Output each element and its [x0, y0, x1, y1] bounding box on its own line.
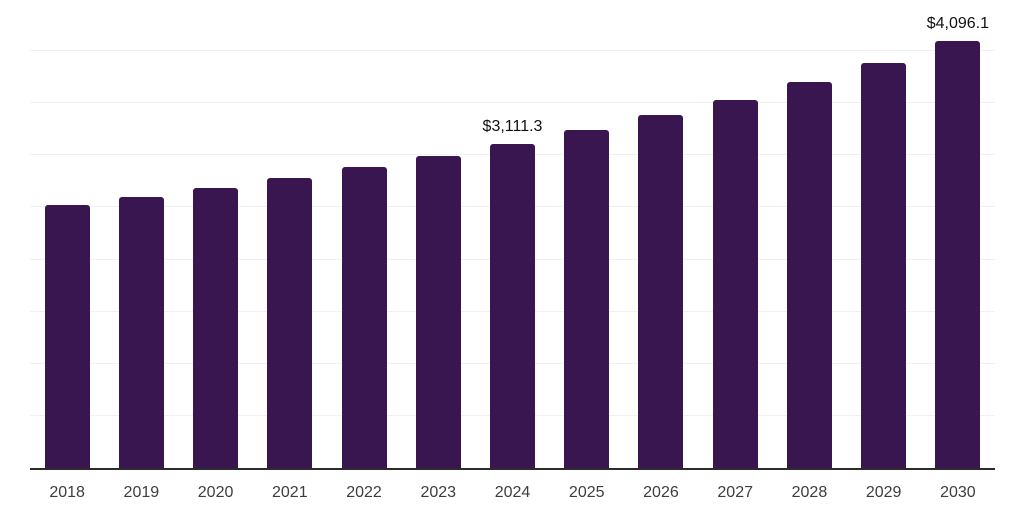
x-tick-label-2021: 2021 — [272, 484, 308, 501]
data-label-2030: $4,096.1 — [926, 15, 990, 33]
x-tick-label-2018: 2018 — [49, 484, 85, 501]
bar-2025 — [564, 130, 610, 468]
x-tick-label-2028: 2028 — [791, 484, 828, 501]
x-tick-label-2025: 2025 — [568, 484, 605, 501]
plot-area: $3,111.3 $4,096.1 — [30, 0, 995, 470]
bar-2028 — [786, 81, 832, 468]
x-tick-label-2024: 2024 — [494, 484, 531, 501]
gridline — [30, 102, 995, 104]
bar-2020 — [193, 187, 239, 468]
x-tick-label-2030: 2030 — [940, 484, 976, 501]
bar-2029 — [861, 62, 907, 468]
x-tick-label-2019: 2019 — [123, 484, 160, 501]
bar-2021 — [267, 177, 313, 468]
x-axis-tick-labels: 2018 2019 2020 2021 2022 2023 2024 2025 2026 2027… — [30, 484, 995, 504]
bar-2026 — [638, 115, 684, 468]
x-tick-label-2026: 2026 — [643, 484, 679, 501]
bar-2024 — [490, 143, 535, 468]
x-tick-label-2023: 2023 — [420, 484, 457, 501]
bar-2019 — [118, 196, 164, 468]
x-tick-label-2020: 2020 — [197, 484, 234, 501]
bar-2030 — [935, 41, 981, 468]
x-tick-label-2027: 2027 — [717, 484, 753, 501]
bar-2023 — [415, 155, 461, 468]
data-label-2024: $3,111.3 — [482, 117, 543, 135]
x-tick-label-2022: 2022 — [346, 484, 382, 501]
x-tick-label-2029: 2029 — [865, 484, 902, 501]
bar-2027 — [712, 100, 758, 468]
gridline — [30, 50, 995, 52]
bar-2018 — [44, 205, 90, 468]
bar-2022 — [341, 166, 387, 468]
